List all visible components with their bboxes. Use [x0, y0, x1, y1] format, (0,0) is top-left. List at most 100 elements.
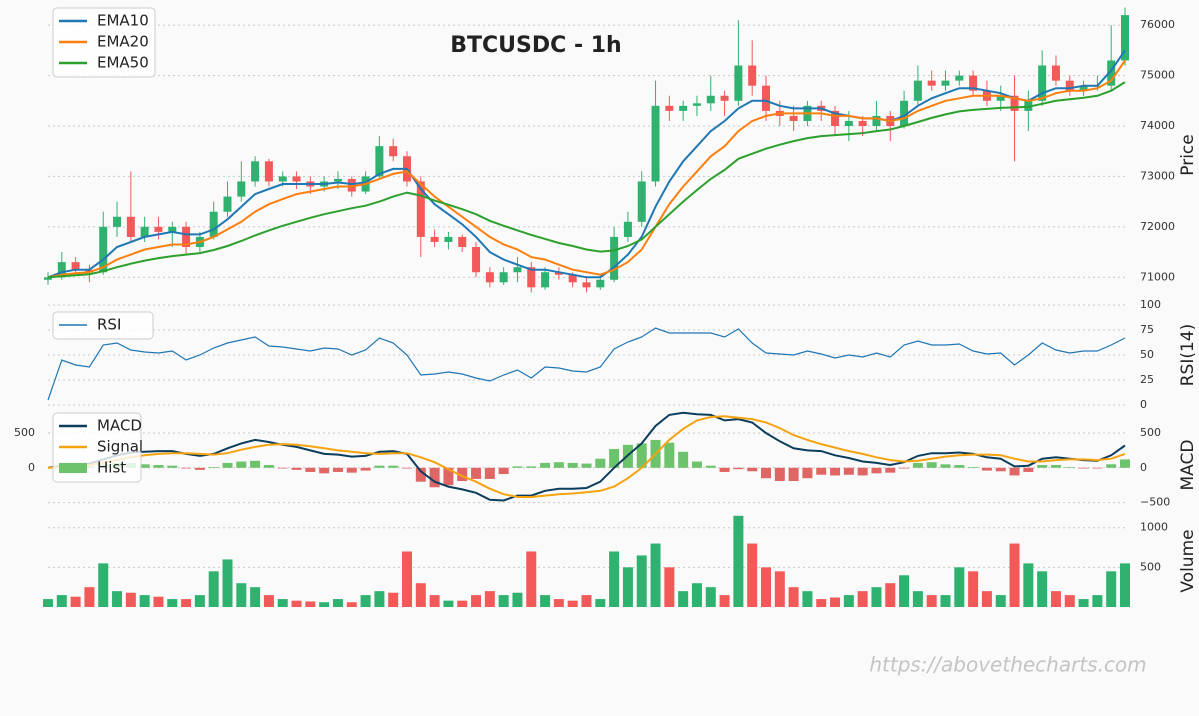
hist-bar — [540, 462, 551, 468]
volume-bar — [802, 591, 813, 607]
hist-bar — [733, 467, 744, 470]
hist-bar — [208, 467, 219, 468]
volume-bar — [954, 567, 965, 607]
legend-box — [52, 311, 154, 340]
candle-body — [347, 178, 356, 192]
volume-bar — [664, 567, 675, 607]
candle-body — [223, 196, 232, 212]
candle-body — [665, 105, 674, 111]
volume-bar — [319, 602, 330, 607]
volume-bar — [374, 591, 385, 607]
candle-body — [679, 105, 688, 111]
candle-body — [182, 226, 191, 248]
volume-bar — [498, 595, 509, 607]
candle-body — [99, 226, 108, 273]
candle-body — [264, 161, 273, 182]
hist-bar — [885, 467, 896, 473]
candle-body — [637, 181, 646, 222]
candle-body — [430, 236, 439, 242]
hist-bar — [484, 467, 495, 479]
series-line — [47, 415, 1126, 498]
legend-label: EMA20 — [97, 33, 149, 51]
volume-bar — [678, 591, 689, 607]
hist-bar — [153, 465, 164, 468]
series-line — [47, 411, 1126, 502]
volume-bar — [567, 600, 578, 607]
hist-bar — [1078, 467, 1089, 469]
hist-bar — [471, 467, 482, 479]
volume-bar — [484, 591, 495, 607]
hist-bar — [830, 467, 841, 476]
candle-body — [71, 262, 80, 270]
candle-body — [955, 75, 964, 81]
volume-bar — [402, 551, 412, 607]
legend-label: EMA10 — [97, 12, 149, 30]
legend-label: EMA50 — [97, 54, 149, 72]
volume-bar — [1092, 595, 1103, 607]
candle-body — [913, 80, 922, 101]
candle-body — [472, 247, 481, 273]
volume-bar — [1064, 595, 1075, 607]
hist-bar — [843, 467, 854, 475]
volume-bar — [719, 595, 730, 607]
y-tick-label-left: 500 — [14, 426, 35, 439]
volume-bar — [650, 543, 661, 607]
y-tick-label: 74000 — [1140, 119, 1175, 132]
volume-bar — [471, 595, 482, 607]
candle-body — [692, 103, 701, 106]
hist-bar — [567, 462, 578, 468]
y-tick-label: 71000 — [1140, 270, 1175, 283]
chart-title: BTCUSDC - 1h — [450, 33, 621, 58]
volume-bar — [899, 575, 910, 607]
volume-bar — [291, 600, 302, 607]
hist-bar — [678, 451, 689, 468]
candle-body — [623, 221, 632, 237]
hist-bar — [1120, 459, 1130, 468]
candle-body — [1065, 80, 1074, 91]
candle-body — [789, 115, 798, 121]
hist-bar — [222, 462, 233, 468]
candle-body — [44, 277, 52, 280]
volume-bar — [733, 515, 744, 607]
candle-body — [416, 181, 425, 237]
candle-body — [651, 105, 660, 182]
candle-body — [140, 226, 149, 237]
hist-bar — [236, 461, 247, 468]
candle-body — [610, 236, 619, 280]
hist-bar — [360, 467, 371, 471]
hist-bar — [816, 467, 827, 475]
hist-bar — [415, 467, 426, 482]
volume-bar — [443, 600, 454, 607]
candle-body — [554, 272, 563, 275]
hist-bar — [319, 467, 330, 474]
hist-bar — [981, 467, 992, 471]
candle-body — [154, 226, 163, 232]
hist-bar — [954, 465, 965, 468]
hist-bar — [968, 467, 979, 468]
volume-bar — [816, 599, 827, 607]
y-tick-label: 500 — [1140, 560, 1161, 573]
candle-body — [333, 178, 342, 182]
volume-bar — [581, 595, 592, 607]
volume-bar — [788, 587, 799, 607]
y-axis-title: MACD — [1178, 440, 1198, 491]
volume-bar — [1078, 599, 1089, 607]
candle-body — [762, 85, 770, 111]
hist-bar — [526, 466, 537, 468]
hist-bar — [457, 467, 468, 482]
volume-bar — [774, 571, 785, 607]
candle-body — [485, 272, 494, 283]
candle-body — [969, 75, 978, 91]
hist-bar — [1023, 467, 1034, 472]
y-tick-label: 100 — [1140, 298, 1161, 311]
volume-bar — [415, 583, 426, 607]
hist-bar — [802, 467, 813, 479]
volume-bar — [885, 583, 896, 607]
hist-bar — [609, 448, 620, 468]
hist-bar — [871, 467, 882, 474]
volume-bar — [968, 571, 979, 607]
volume-bar — [636, 555, 647, 607]
y-tick-label: 75000 — [1140, 69, 1175, 82]
volume-bar — [940, 595, 951, 607]
candle-body — [748, 65, 757, 86]
